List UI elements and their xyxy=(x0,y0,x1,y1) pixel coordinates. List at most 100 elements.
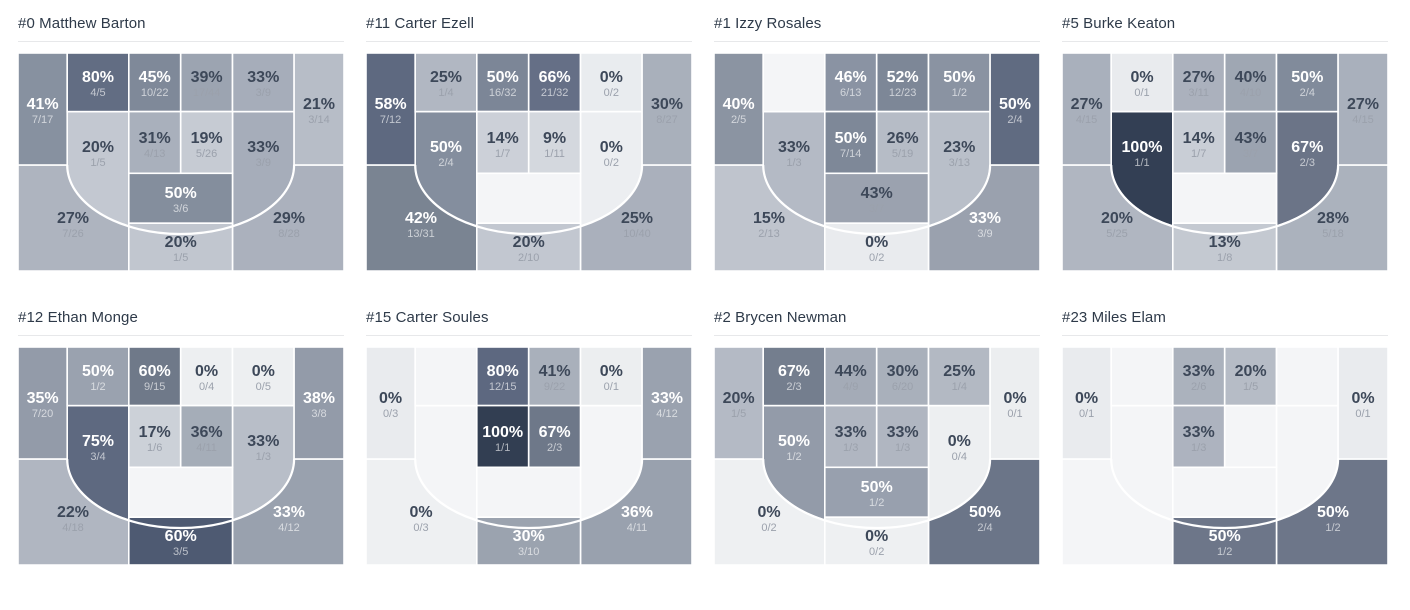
zone-frac-label: 2/13 xyxy=(758,228,779,240)
zone-frac-label: 1/7 xyxy=(495,148,510,160)
zone-pct-label: 25% xyxy=(943,363,975,380)
zone-left-wing xyxy=(714,347,765,460)
zone-top-2 xyxy=(824,53,878,113)
zone-top-4 xyxy=(927,53,991,113)
zone-pct-label: 31% xyxy=(139,130,171,147)
zone-pct-label: 0% xyxy=(1003,390,1026,407)
zone-pct-label: 100% xyxy=(1122,139,1163,156)
three-point-arc xyxy=(66,458,296,530)
zone-frac-label: 4/18 xyxy=(62,522,83,534)
zone-pct-label: 58% xyxy=(375,96,407,113)
zone-pct-label: 14% xyxy=(487,130,519,147)
zone-frac-label: 8/28 xyxy=(278,228,299,240)
zone-frac-label: 1/5 xyxy=(173,252,188,264)
zone-right-wing xyxy=(293,347,344,460)
zone-frac-label: 3/14 xyxy=(308,114,329,126)
zone-mid-2 xyxy=(476,404,530,469)
zone-top-2 xyxy=(476,53,530,113)
player-shot-chart: #11 Carter Ezell 50% 2/4 0% 0/2 42% 13/31 25% 1… xyxy=(366,14,692,271)
zone-pct-label: 27% xyxy=(1071,96,1103,113)
zone-frac-label: 4/13 xyxy=(144,148,165,160)
zone-pct-label: 60% xyxy=(165,528,197,545)
zone-mid-2 xyxy=(476,110,530,175)
zone-pct-label: 21% xyxy=(303,96,335,113)
zone-frac-label: 1/1 xyxy=(1134,157,1149,169)
zone-pct-label: 0% xyxy=(600,363,623,380)
zone-top-1 xyxy=(1110,53,1174,113)
player-shot-chart: #0 Matthew Barton 20% 1/5 33% 3/9 27% 7/26 29%… xyxy=(18,14,344,271)
zone-pct-label: 50% xyxy=(943,69,975,86)
zone-frac-label: 1/2 xyxy=(786,451,801,463)
zone-pct-label: 27% xyxy=(1183,69,1215,86)
zone-pct-label: 0% xyxy=(409,504,432,521)
zone-left-wing xyxy=(366,53,417,166)
zone-right-wing xyxy=(641,53,692,166)
zone-right-wing xyxy=(1337,53,1388,166)
zone-map: 50%1/20%0/133%2/620%1/50%0/133%1/350%1/2 xyxy=(1062,347,1388,565)
zone-mid-3 xyxy=(1223,110,1278,175)
zone-frac-label: 1/3 xyxy=(843,442,858,454)
zone-frac-label: 2/10 xyxy=(518,252,539,264)
zone-pct-label: 67% xyxy=(539,424,571,441)
zone-frac-label: 16/32 xyxy=(489,87,517,99)
zone-pct-label: 50% xyxy=(82,363,114,380)
zone-frac-label: 2/6 xyxy=(1191,381,1206,393)
zone-pct-label: 33% xyxy=(778,139,810,156)
zone-pct-label: 30% xyxy=(651,96,683,113)
zone-pct-label: 44% xyxy=(835,363,867,380)
zone-pct-label: 15% xyxy=(753,210,785,227)
zone-top-1 xyxy=(762,347,826,407)
zone-top-2 xyxy=(1172,53,1226,113)
title-divider xyxy=(714,335,1040,336)
zone-pct-label: 43% xyxy=(861,185,893,202)
zone-frac-label: 0/1 xyxy=(1355,408,1370,420)
zone-pct-label: 50% xyxy=(969,504,1001,521)
zone-pct-label: 14% xyxy=(1183,130,1215,147)
title-divider xyxy=(18,41,344,42)
zone-top-1 xyxy=(762,53,826,113)
three-point-arc xyxy=(66,164,296,236)
zone-frac-label: 0/1 xyxy=(1134,87,1149,99)
zone-pct-label: 35% xyxy=(27,390,59,407)
zone-frac-label: 1/4 xyxy=(952,381,967,393)
zone-frac-label: 1/5 xyxy=(90,157,105,169)
zone-frac-label: 2/3 xyxy=(786,381,801,393)
title-divider xyxy=(714,41,1040,42)
zone-mid-3 xyxy=(1223,404,1278,469)
zone-pct-label: 50% xyxy=(430,139,462,156)
zone-pct-label: 19% xyxy=(191,130,223,147)
player-title: #23 Miles Elam xyxy=(1062,309,1166,326)
zone-frac-label: 6/20 xyxy=(892,381,913,393)
title-divider xyxy=(1062,41,1388,42)
zone-frac-label: 1/3 xyxy=(1191,442,1206,454)
zone-map: 100%1/167%2/320%5/2528%5/1827%4/150%0/12… xyxy=(1062,53,1388,271)
zone-frac-label: 12/15 xyxy=(489,381,517,393)
charts-row-2: #12 Ethan Monge 75% 3/4 33% 1/3 22% 4/18 33% 4/… xyxy=(0,308,1410,565)
zone-top-1 xyxy=(66,347,130,407)
zone-frac-label: 6/13 xyxy=(840,87,861,99)
zone-frac-label: 2/5 xyxy=(731,114,746,126)
zone-top-4 xyxy=(579,347,643,407)
zone-frac-label: 7/20 xyxy=(32,408,53,420)
zone-frac-label: 3/4 xyxy=(90,451,105,463)
zone-frac-label: 1/2 xyxy=(869,497,884,509)
zone-map: 75%3/433%1/322%4/1833%4/1235%7/2050%1/26… xyxy=(18,347,344,565)
zone-frac-label: 5/19 xyxy=(892,148,913,160)
player-title: #2 Brycen Newman xyxy=(714,309,847,326)
zone-frac-label: 1/3 xyxy=(786,157,801,169)
three-point-arc xyxy=(1110,458,1340,530)
three-point-arc xyxy=(414,458,644,530)
zone-free-throw xyxy=(1172,172,1278,225)
zone-pct-label: 100% xyxy=(482,424,523,441)
zone-pct-label: 67% xyxy=(778,363,810,380)
zone-frac-label: 2/4 xyxy=(1007,114,1022,126)
zone-top-4 xyxy=(1275,347,1339,407)
zone-pct-label: 38% xyxy=(303,390,335,407)
zone-free-throw xyxy=(476,466,582,519)
zone-frac-label: 1/8 xyxy=(1217,252,1232,264)
zone-frac-label: 2/3 xyxy=(1300,157,1315,169)
zone-pct-label: 36% xyxy=(621,504,653,521)
zone-frac-label: 3/9 xyxy=(256,157,271,169)
zone-pct-label: 0% xyxy=(865,528,888,545)
zone-frac-label: 1/5 xyxy=(1243,381,1258,393)
